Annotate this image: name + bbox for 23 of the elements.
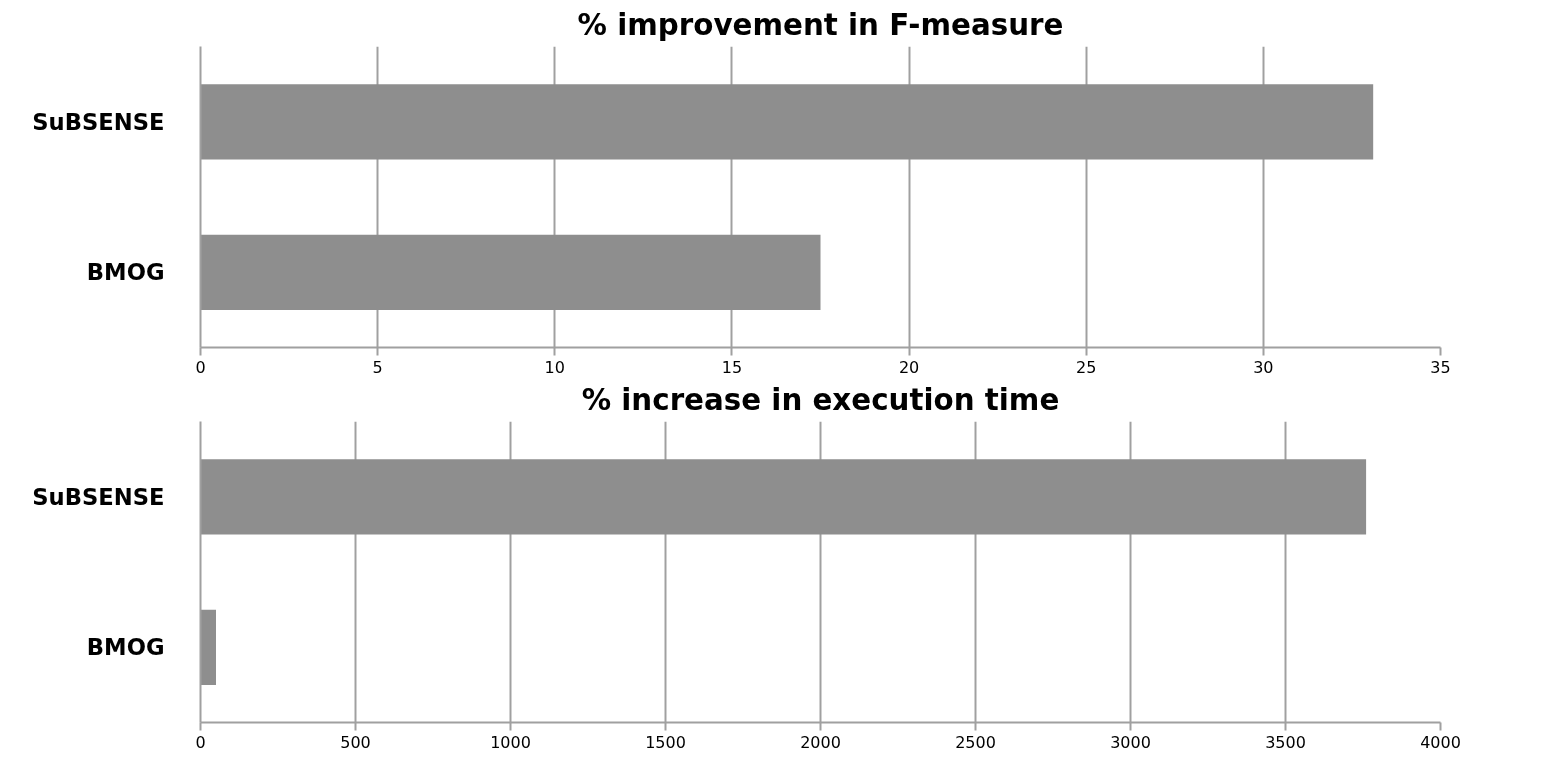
x-tick-label: 0 [195, 357, 206, 377]
x-tick-label: 0 [195, 732, 206, 752]
chart-title: % increase in execution time [581, 382, 1060, 417]
x-tick-label: 2000 [800, 732, 841, 752]
x-tick-label: 4000 [1420, 732, 1461, 752]
x-tick-label: 30 [1253, 357, 1274, 377]
chart-title: % improvement in F-measure [577, 7, 1064, 42]
x-tick-label: 25 [1076, 357, 1097, 377]
x-tick-label: 3500 [1265, 732, 1306, 752]
x-tick-label: 15 [721, 357, 743, 377]
y-tick-label: SuBSENSE [32, 483, 165, 510]
x-tick-label: 5 [372, 357, 383, 377]
y-tick-label: BMOG [86, 634, 165, 661]
x-tick-label: 1500 [645, 732, 686, 752]
x-tick-label: 500 [340, 732, 371, 752]
x-tick-label: 10 [544, 357, 565, 377]
x-tick-label: 2500 [955, 732, 996, 752]
y-tick-label: SuBSENSE [32, 108, 165, 135]
x-tick-label: 35 [1430, 357, 1451, 377]
x-tick-label: 20 [898, 357, 920, 377]
x-tick-label: 1000 [490, 732, 531, 752]
y-tick-label: BMOG [86, 259, 165, 286]
x-tick-label: 3000 [1110, 732, 1151, 752]
